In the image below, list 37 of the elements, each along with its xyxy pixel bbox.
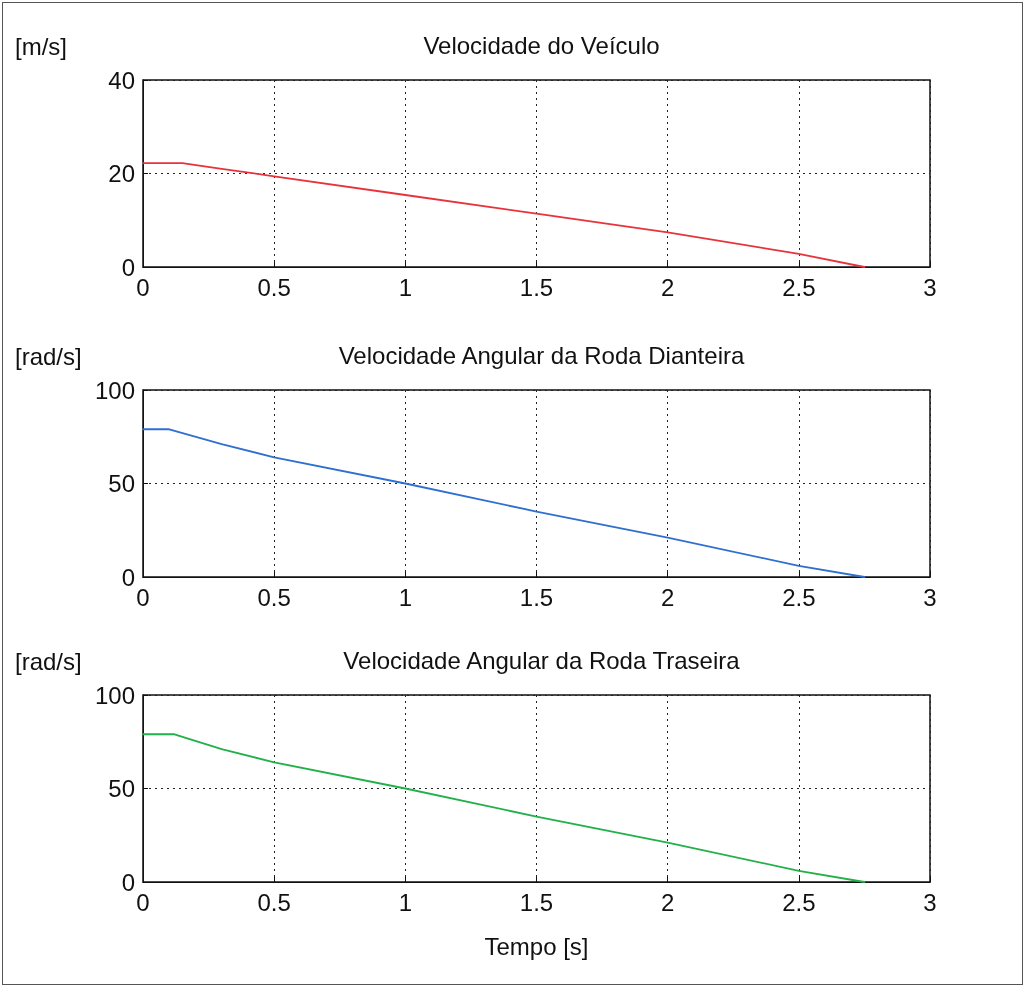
x-tick-label: 0.5 bbox=[257, 583, 291, 611]
x-tick-label: 3 bbox=[923, 583, 937, 611]
x-tick-label: 1 bbox=[398, 273, 413, 301]
x-tick-label: 0.5 bbox=[257, 888, 291, 916]
y-axis-title: [rad/s] bbox=[15, 342, 82, 370]
x-tick-label: 2 bbox=[660, 888, 675, 916]
line-series bbox=[142, 733, 866, 883]
x-tick-label: 2.5 bbox=[782, 888, 816, 916]
y-tick-label: 0 bbox=[121, 253, 135, 281]
y-axis-title: [rad/s] bbox=[15, 647, 82, 675]
y-tick-label: 40 bbox=[108, 66, 135, 94]
line-series bbox=[142, 428, 866, 578]
y-tick-label: 100 bbox=[94, 376, 135, 404]
line-series bbox=[142, 162, 866, 268]
y-tick-label: 20 bbox=[108, 160, 135, 187]
x-tick-label: 3 bbox=[923, 273, 937, 301]
x-tick-label: 3 bbox=[923, 888, 937, 916]
x-tick-label: 2.5 bbox=[782, 273, 816, 301]
chart-title: Velocidade Angular da Roda Traseira bbox=[343, 646, 741, 674]
x-tick-label: 1 bbox=[398, 583, 413, 611]
y-tick-label: 0 bbox=[121, 563, 135, 591]
x-tick-label: 1.5 bbox=[519, 583, 554, 611]
x-tick-label: 2 bbox=[660, 583, 675, 611]
x-axis-title: Tempo [s] bbox=[484, 932, 589, 960]
y-tick-label: 100 bbox=[94, 681, 135, 709]
y-tick-label: 0 bbox=[121, 868, 135, 896]
x-tick-label: 2.5 bbox=[782, 583, 816, 611]
x-tick-label: 1.5 bbox=[519, 888, 554, 916]
x-tick-label: 0.5 bbox=[257, 273, 291, 301]
x-tick-label: 1 bbox=[398, 888, 413, 916]
x-tick-label: 1.5 bbox=[519, 273, 554, 301]
chart-title: Velocidade Angular da Roda Dianteira bbox=[338, 341, 745, 369]
x-tick-label: 2 bbox=[660, 273, 675, 301]
y-tick-label: 50 bbox=[108, 470, 135, 497]
chart-title: Velocidade do Veículo bbox=[423, 31, 660, 59]
y-tick-label: 50 bbox=[108, 775, 135, 802]
y-axis-title: [m/s] bbox=[15, 32, 67, 60]
